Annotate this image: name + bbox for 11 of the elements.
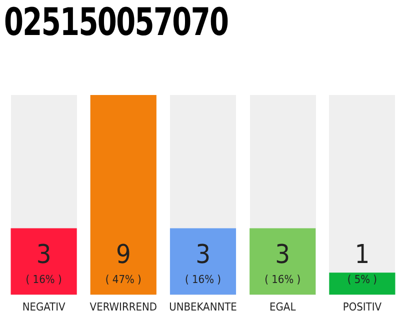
x-tick-label: NEGATIV	[22, 300, 66, 314]
x-tick-label: UNBEKANNTE	[169, 300, 237, 314]
x-tick-label: VERWIRREND	[90, 300, 158, 314]
chart-title: 025150057070	[4, 0, 228, 44]
data-label: 3 ( 16% )	[184, 240, 222, 286]
data-label: 3 ( 16% )	[264, 240, 301, 286]
x-tick-label: POSITIV	[342, 300, 382, 314]
data-label: 1 ( 5% )	[347, 240, 378, 286]
data-label: 9 ( 47% )	[105, 240, 142, 286]
data-label: 3 ( 16% )	[26, 240, 62, 286]
x-tick-label: EGAL	[270, 300, 296, 314]
